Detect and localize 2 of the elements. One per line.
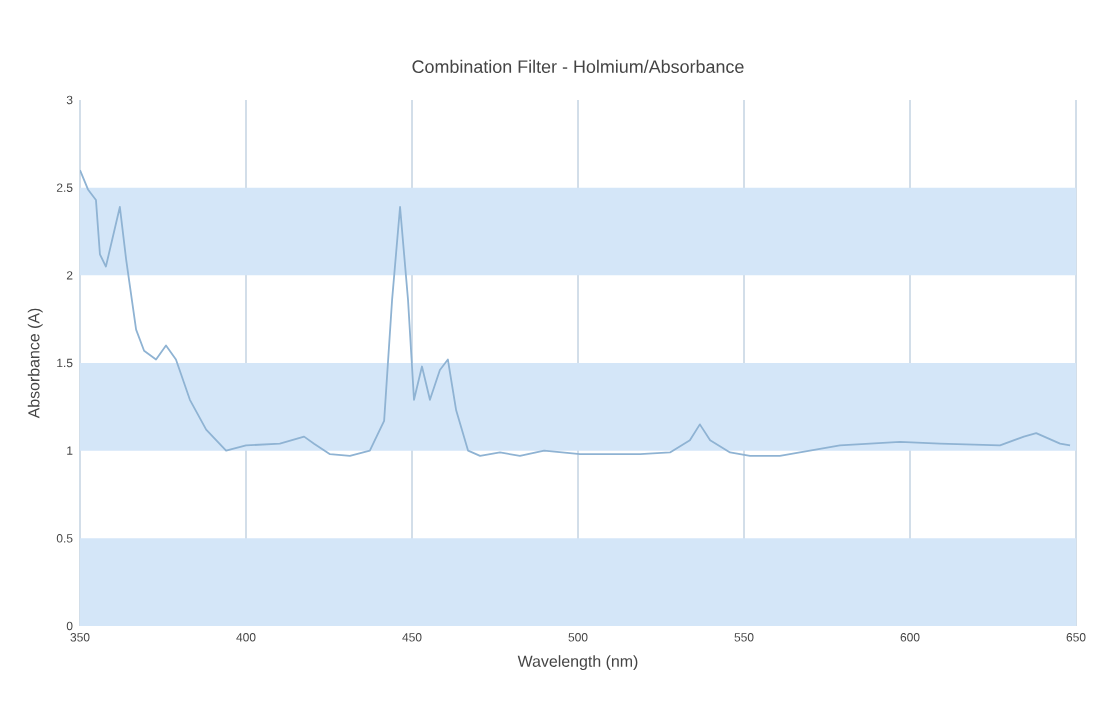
line-series: [80, 169, 1071, 457]
chart-title: Combination Filter - Holmium/Absorbance: [412, 59, 744, 74]
